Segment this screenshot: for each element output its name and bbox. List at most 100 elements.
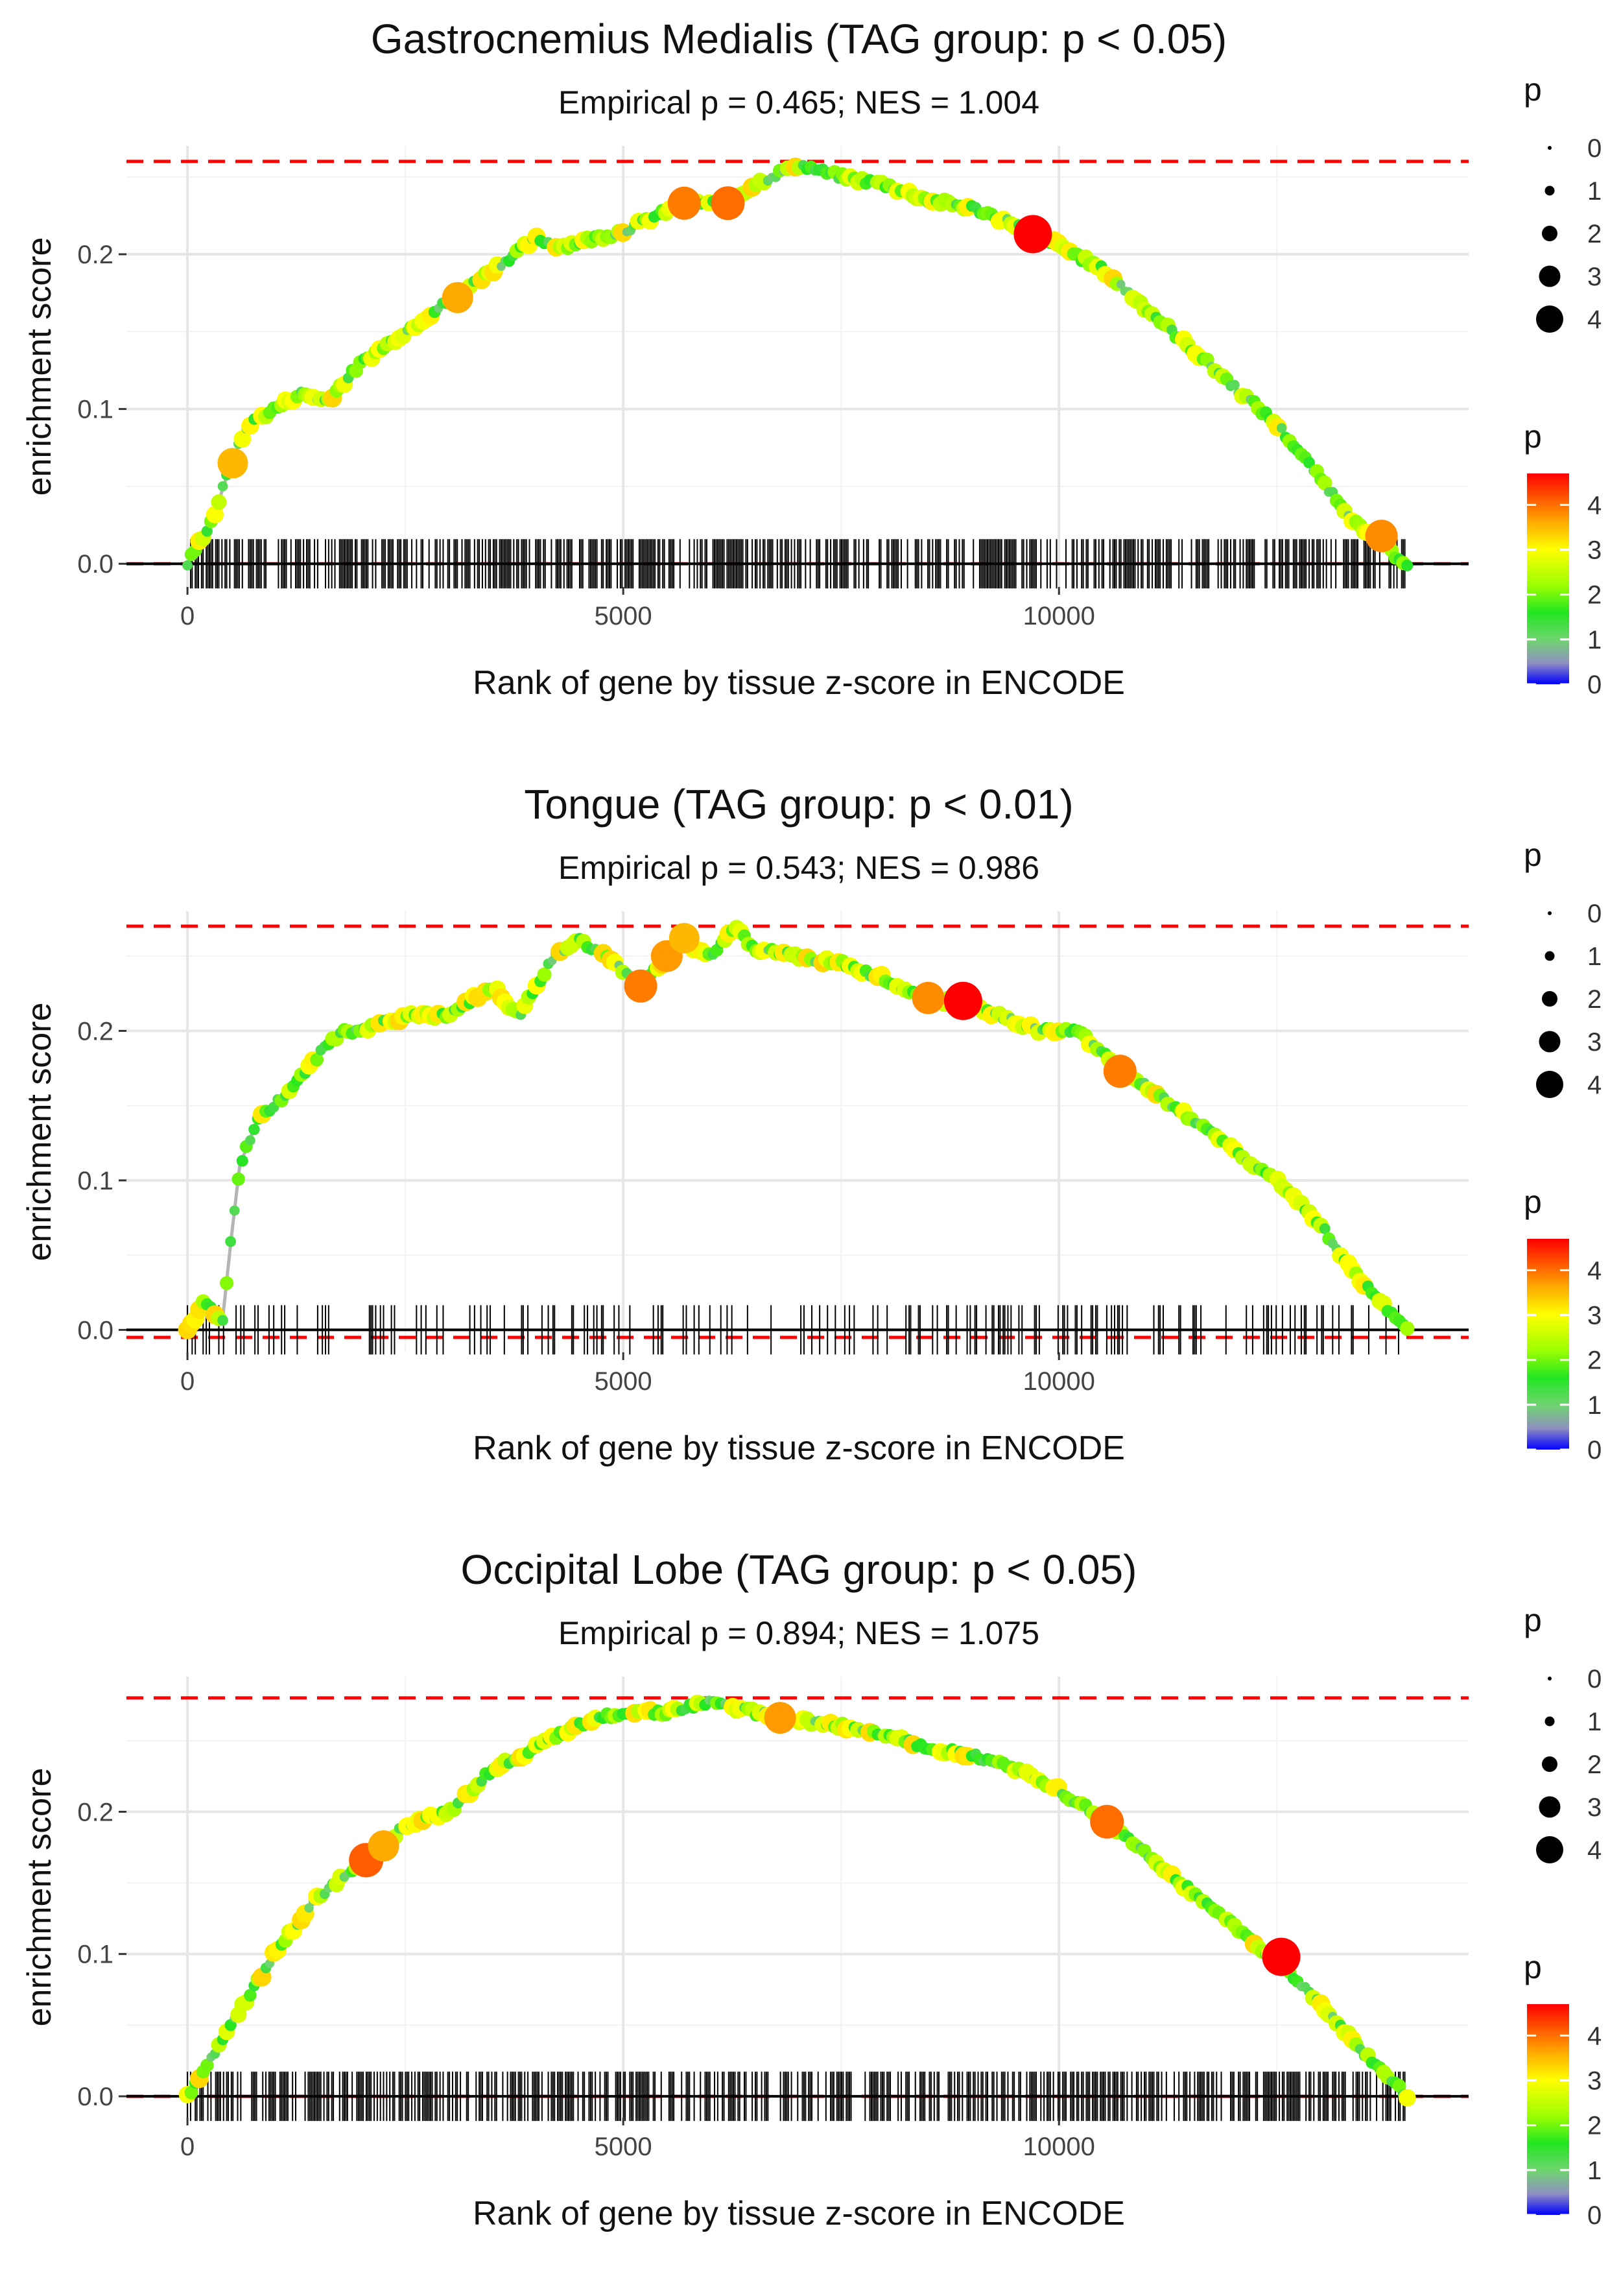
size-legend-label: 3 [1587, 263, 1602, 291]
color-legend-label: 2 [1587, 1346, 1602, 1375]
highlight-point [1090, 1804, 1124, 1839]
y-tick-label: 0.2 [77, 1798, 113, 1826]
es-point [217, 1315, 228, 1326]
highlight-point [624, 969, 657, 1003]
size-legend-label: 0 [1587, 1665, 1602, 1693]
es-point [310, 1053, 324, 1067]
es-point [231, 1172, 245, 1186]
gridlines [126, 911, 1469, 1352]
color-legend-label: 0 [1587, 671, 1602, 699]
size-legend-label: 4 [1587, 1071, 1602, 1099]
es-point [184, 2085, 198, 2099]
es-point [1303, 457, 1315, 469]
enrichment-points [182, 157, 1414, 571]
es-point [219, 1276, 234, 1290]
color-legend-title: p [1524, 418, 1542, 455]
highlight-point [1103, 1055, 1137, 1088]
es-point [244, 1989, 257, 2002]
x-axis-title: Rank of gene by tissue z-score in ENCODE [473, 1429, 1125, 1467]
size-legend-label: 2 [1587, 220, 1602, 248]
es-point [1398, 2089, 1416, 2107]
size-legend-dot [1536, 1836, 1563, 1863]
y-axis-title: enrichment score [21, 1003, 58, 1262]
color-legend-bar [1527, 2004, 1569, 2215]
chart-svg: Tongue (TAG group: p < 0.01) Empirical p … [21, 781, 1602, 1467]
color-legend-title: p [1524, 1184, 1542, 1220]
chart-title: Occipital Lobe (TAG group: p < 0.05) [461, 1546, 1137, 1593]
chart-subtitle: Empirical p = 0.894; NES = 1.075 [558, 1615, 1039, 1651]
es-point [1319, 1223, 1331, 1234]
highlight-point [1365, 520, 1398, 553]
color-legend-label: 2 [1587, 2112, 1602, 2140]
color-legend-label: 0 [1587, 2201, 1602, 2230]
chart-svg: Occipital Lobe (TAG group: p < 0.05) Empi… [21, 1546, 1602, 2232]
size-legend-dot [1548, 146, 1552, 150]
size-legend-label: 4 [1587, 1836, 1602, 1865]
x-tick-label: 0 [180, 602, 195, 630]
size-legend-dot [1539, 1031, 1561, 1053]
x-tick-label: 0 [180, 1367, 195, 1396]
color-legend-label: 1 [1587, 2157, 1602, 2185]
size-legend-label: 1 [1587, 942, 1602, 971]
size-legend-dot [1536, 1071, 1563, 1098]
x-tick-label: 0 [180, 2133, 195, 2161]
es-point [225, 1236, 237, 1247]
color-legend-label: 1 [1587, 626, 1602, 654]
x-tick-label: 10000 [1023, 1367, 1095, 1396]
size-legend-dot [1542, 991, 1557, 1007]
size-legend-dot [1544, 1716, 1555, 1727]
y-axis-title: enrichment score [21, 237, 58, 496]
enrichment-points [178, 1694, 1416, 2107]
color-legend-label: 1 [1587, 1391, 1602, 1420]
y-tick-label: 0.1 [77, 1167, 113, 1195]
size-legend-dot [1548, 911, 1552, 915]
y-tick-label: 0.0 [77, 550, 113, 579]
enrichment-line [185, 1700, 1409, 2098]
es-point [1116, 280, 1126, 289]
color-legend-label: 4 [1587, 2022, 1602, 2050]
highlight-point [667, 186, 701, 220]
highlight-point [217, 448, 248, 479]
panel-1: Gastrocnemius Medialis (TAG group: p < 0… [0, 0, 1621, 765]
size-legend-label: 1 [1587, 1708, 1602, 1736]
y-tick-label: 0.1 [77, 1941, 113, 1969]
size-legend-title: p [1524, 1602, 1542, 1638]
es-point [1392, 2079, 1406, 2093]
size-legend-label: 3 [1587, 1793, 1602, 1822]
es-point [1400, 1321, 1415, 1336]
chart-title: Gastrocnemius Medialis (TAG group: p < 0… [371, 16, 1227, 62]
size-legend-dot [1539, 1796, 1561, 1818]
highlight-point [943, 981, 982, 1020]
x-tick-label: 10000 [1023, 2133, 1095, 2161]
y-tick-label: 0.2 [77, 1017, 113, 1046]
highlight-point [368, 1830, 399, 1862]
color-legend-label: 2 [1587, 581, 1602, 610]
es-point [217, 481, 228, 492]
es-point [182, 560, 193, 571]
x-tick-label: 5000 [595, 2133, 652, 2161]
size-legend-label: 3 [1587, 1028, 1602, 1057]
es-point [211, 494, 227, 510]
es-point [206, 505, 224, 523]
size-legend-title: p [1524, 837, 1542, 873]
es-point [229, 1205, 240, 1216]
color-legend-bar [1527, 1239, 1569, 1450]
size-legend-label: 0 [1587, 134, 1602, 163]
x-axis-title: Rank of gene by tissue z-score in ENCODE [473, 2195, 1125, 2232]
es-point [1401, 559, 1414, 571]
chart-subtitle: Empirical p = 0.543; NES = 0.986 [558, 850, 1039, 886]
es-point [304, 1903, 314, 1913]
highlight-point [1013, 215, 1052, 254]
panel-3: Occipital Lobe (TAG group: p < 0.05) Empi… [0, 1531, 1621, 2296]
size-legend-label: 4 [1587, 305, 1602, 334]
x-tick-label: 5000 [595, 602, 652, 630]
panel-2: Tongue (TAG group: p < 0.01) Empirical p … [0, 765, 1621, 1531]
x-axis-title: Rank of gene by tissue z-score in ENCODE [473, 664, 1125, 702]
y-axis-title: enrichment score [21, 1768, 58, 2027]
enrichment-points [178, 920, 1415, 1339]
size-legend-dot [1548, 1677, 1552, 1680]
color-legend-title: p [1524, 1949, 1542, 1985]
es-point [200, 2059, 214, 2072]
highlight-point [912, 981, 945, 1014]
highlight-point [442, 281, 473, 313]
